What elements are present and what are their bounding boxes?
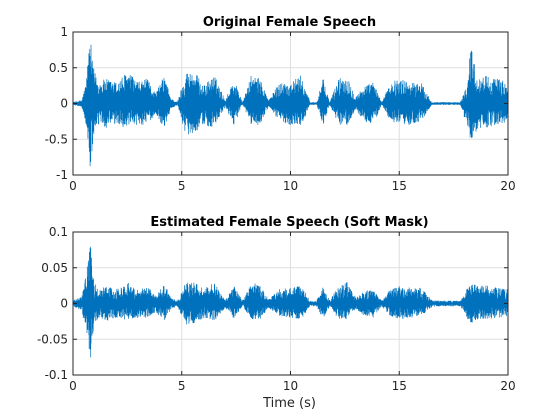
original-xtick-label: 20: [500, 179, 515, 193]
axes-original-speech: Original Female Speech 0 5 10 15 20 -1 -0.5 0 0.…: [45, 15, 516, 193]
axes-estimated-speech: Estimated Female Speech (Soft Mask) 0 5 10…: [37, 215, 516, 411]
estimated-ytick-label: 0.1: [49, 225, 68, 239]
x-axis-label: Time (s): [262, 396, 316, 411]
axes-original-title: Original Female Speech: [203, 15, 376, 30]
estimated-xtick-label: 0: [69, 379, 77, 393]
estimated-ytick-label: 0.05: [41, 261, 68, 275]
axes-estimated-ticks: 0 5 10 15 20 -0.1 -0.05 0 0.05 0.1: [37, 225, 516, 393]
axes-estimated-title: Estimated Female Speech (Soft Mask): [150, 215, 428, 230]
estimated-xtick-label: 15: [392, 379, 407, 393]
original-xtick-label: 10: [283, 179, 298, 193]
estimated-xtick-label: 20: [500, 379, 515, 393]
original-ytick-label: 0: [60, 97, 68, 111]
estimated-xtick-label: 5: [178, 379, 186, 393]
axes-estimated-signal: [72, 246, 509, 358]
original-xtick-label: 15: [392, 179, 407, 193]
original-xtick-label: 0: [69, 179, 77, 193]
axes-original-ticks: 0 5 10 15 20 -1 -0.5 0 0.5 1: [45, 25, 516, 193]
estimated-ytick-label: 0: [60, 297, 68, 311]
original-ytick-label: 0.5: [49, 61, 68, 75]
original-ytick-label: 1: [60, 25, 68, 39]
original-ytick-label: -1: [56, 168, 68, 182]
estimated-ytick-label: -0.1: [45, 368, 68, 382]
estimated-ytick-label: -0.05: [37, 332, 68, 346]
original-xtick-label: 5: [178, 179, 186, 193]
estimated-xtick-label: 10: [283, 379, 298, 393]
original-ytick-label: -0.5: [45, 132, 68, 146]
